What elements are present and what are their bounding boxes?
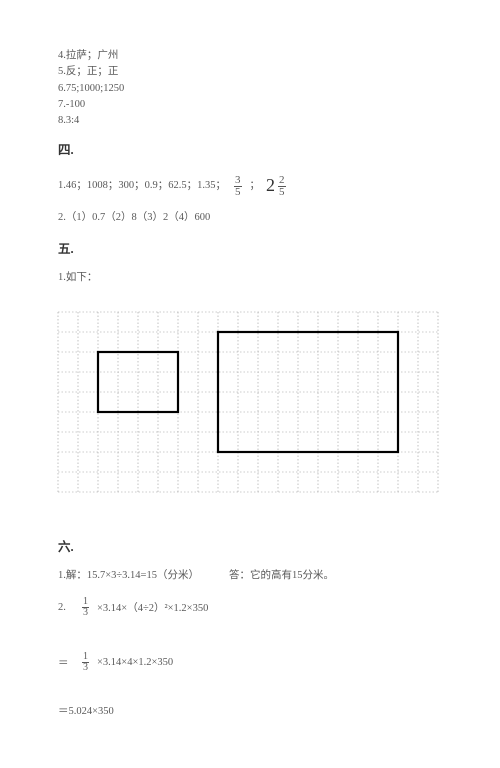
fraction-1-3-a: 1 3	[82, 597, 89, 618]
sec6-final: ＝5.024×350	[58, 703, 442, 722]
ans-line-6: 6.75;1000;1250	[58, 81, 442, 97]
frac-num: 1	[82, 652, 89, 662]
section-5-heading: 五.	[58, 238, 442, 257]
sec6-p1: 1.解：15.7×3÷3.14=15（分米） 答：它的高有15分米。	[58, 567, 442, 586]
section-6-heading: 六.	[58, 536, 442, 555]
fraction-1-3-b: 1 3	[82, 652, 89, 673]
sec6-p1-left: 1.解：15.7×3÷3.14=15（分米）	[58, 567, 199, 586]
sec6-eq2-body: ×3.14×4×1.2×350	[97, 657, 173, 668]
sec4-p2: 2.（1）0.7（2）8（3）2（4）600	[58, 209, 442, 228]
mixed-2-2-5: 225	[266, 170, 288, 202]
equals-sign: ＝	[58, 655, 80, 670]
sec4-p1-prefix: 1.46；1008；300；0.9；62.5；1.35；	[58, 177, 226, 196]
sec4-p1: 1.46；1008；300；0.9；62.5；1.35； 3 5 ； 225	[58, 170, 442, 202]
frac-den: 5	[278, 186, 286, 198]
ans-line-5: 5.反；正；正	[58, 64, 442, 80]
section-4-heading: 四.	[58, 139, 442, 158]
frac-den: 3	[82, 607, 89, 618]
ans-line-4: 4.拉萨；广州	[58, 48, 442, 64]
sec6-p2-body: ×3.14×（4÷2）²×1.2×350	[97, 600, 208, 615]
ans-line-8: 8.3:4	[58, 113, 442, 129]
fraction-3-5: 3 5	[234, 175, 242, 198]
sec6-p2: 2. 1 3 ×3.14×（4÷2）²×1.2×350	[58, 597, 442, 618]
frac-num: 1	[82, 597, 89, 607]
mixed-whole: 2	[266, 169, 275, 201]
sec5-p1: 1.如下：	[58, 269, 442, 288]
sec6-p1-right: 答：它的高有15分米。	[229, 567, 334, 586]
frac-den: 5	[234, 186, 242, 198]
frac-num: 3	[234, 175, 242, 186]
ans-line-7: 7.-100	[58, 97, 442, 113]
grid-figure	[56, 310, 440, 494]
sec4-p1-sep: ；	[250, 177, 261, 196]
frac-num: 2	[278, 175, 286, 186]
frac-den: 3	[82, 662, 89, 673]
mixed-frac: 25	[278, 175, 286, 198]
sec6-p2-num: 2.	[58, 602, 80, 613]
sec6-eq2: ＝ 1 3 ×3.14×4×1.2×350	[58, 652, 442, 673]
